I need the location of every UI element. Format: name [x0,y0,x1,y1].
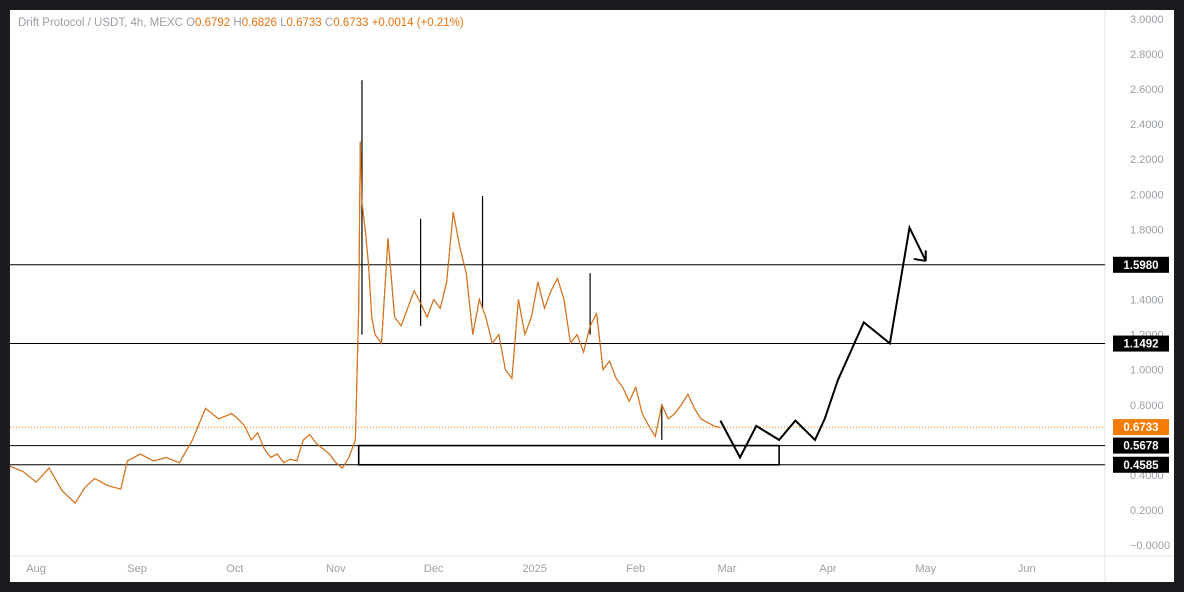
projection-path [719,224,927,460]
x-tick-label: Aug [26,563,46,575]
x-tick-label: Mar [717,563,736,575]
current-price-badge: 0.6733 [1123,422,1158,434]
level-badge: 0.5678 [1123,441,1159,453]
price-series-shadow [10,141,721,504]
y-tick-label: 0.8000 [1130,400,1164,412]
high-key: H [233,17,242,29]
current-price-badge-bg [1113,419,1169,436]
y-tick-label: −0.0000 [1130,540,1170,552]
y-tick-label: 2.8000 [1130,49,1164,61]
ohlc-legend: Drift Protocol / USDT, 4h, MEXC O0.6792 … [18,17,464,29]
price-chart[interactable]: 3.0000 2.8000 2.6000 2.4000 2.2000 2.0000 1.80… [10,10,1174,582]
x-tick-label: Oct [226,563,243,575]
low-value: 0.6733 [286,17,322,29]
x-tick-label: Dec [424,563,444,575]
x-tick-label: 2025 [522,563,546,575]
change-value: +0.0014 (+0.21%) [371,17,464,29]
x-tick-label: Sep [127,563,147,575]
y-tick-label: 3.0000 [1130,14,1164,26]
low-key: L [280,17,287,29]
y-tick-label: 2.0000 [1130,189,1164,201]
x-tick-label: Feb [626,563,645,575]
level-badge-bg [1113,437,1169,454]
open-value: 0.6792 [195,17,231,29]
level-badge: 0.4585 [1123,460,1159,472]
high-value: 0.6826 [241,17,277,29]
level-badge-bg [1113,456,1169,473]
y-tick-label: 2.6000 [1130,84,1164,96]
y-tick-label: 1.8000 [1130,224,1164,236]
y-tick-label: 1.0000 [1130,365,1164,377]
close-value: 0.6733 [333,17,369,29]
close-key: C [324,17,334,29]
y-tick-label: 2.2000 [1130,154,1164,166]
y-tick-label: 0.2000 [1130,505,1164,517]
x-tick-label: Nov [326,563,346,575]
level-badge: 1.1492 [1123,339,1158,351]
x-tick-label: Apr [819,563,836,575]
symbol-label: Drift Protocol / USDT, 4h, MEXC [18,17,183,29]
y-tick-label: 1.4000 [1130,295,1164,307]
x-tick-label: May [915,563,936,575]
level-badge-bg [1113,335,1169,352]
chart-panel[interactable]: 3.0000 2.8000 2.6000 2.4000 2.2000 2.0000 1.80… [10,10,1174,582]
y-tick-label: 0.4000 [1130,470,1164,482]
level-badge: 1.5980 [1123,260,1158,272]
level-badge-bg [1113,256,1169,273]
open-key: O [186,17,196,29]
x-tick-label: Jun [1018,563,1036,575]
support-zone-box [357,444,780,466]
y-tick-label: 2.4000 [1130,119,1164,131]
price-series-line [10,141,721,504]
projection-arrow-head [913,257,926,262]
